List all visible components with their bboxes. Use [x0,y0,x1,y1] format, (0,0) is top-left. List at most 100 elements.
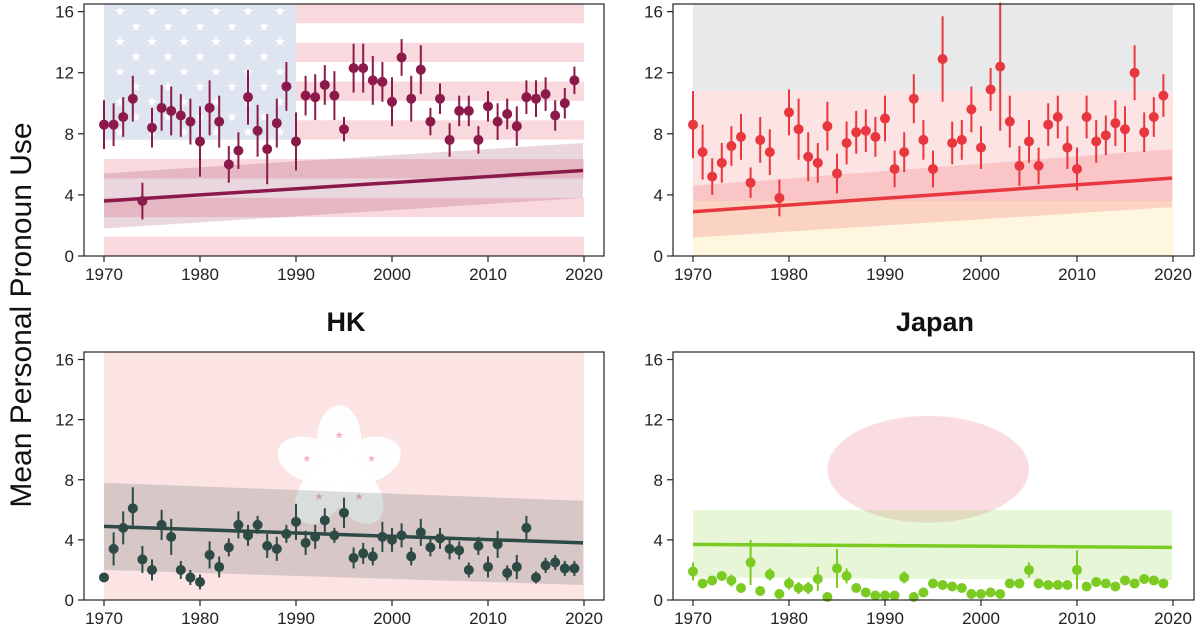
us-flag-star-icon [211,66,221,76]
data-point [377,76,388,87]
data-point [764,147,775,158]
data-point [444,134,455,145]
y-tick-label: 16 [644,351,663,370]
flag-upper-band [693,4,1173,92]
data-point [832,563,842,574]
trend-line [692,176,1173,214]
data-point [329,530,340,541]
data-point [531,572,541,583]
x-tick-label: 1980 [770,265,808,284]
data-point [707,171,718,182]
x-tick-label: 2010 [469,265,507,284]
data-point [252,519,263,530]
trend-line [103,524,584,545]
x-tick-label: 2010 [1058,609,1096,628]
data-point [928,163,938,174]
us-flag-stripe [104,217,584,237]
data-point [784,578,794,589]
data-point [1120,575,1130,586]
data-point [271,118,282,129]
bauhinia-star-icon [315,492,323,500]
data-point [726,575,737,586]
data-point [559,563,570,574]
data-point [1033,160,1044,171]
x-tick-label: 1970 [674,265,712,284]
data-point [1148,575,1159,586]
data-point [697,147,708,158]
data-point [755,134,766,145]
data-point [310,92,321,103]
us-flag-star-icon [163,81,173,91]
us-flag-star-icon [211,36,221,46]
data-point [1100,130,1111,141]
y-tick-label: 8 [65,471,74,490]
data-point [425,542,436,553]
data-point [793,582,804,593]
data-point [851,582,862,593]
data-point [899,572,910,583]
bauhinia-petal-icon [277,436,344,484]
x-tick-label: 1970 [85,609,123,628]
data-point [1062,142,1073,153]
data-point [147,564,157,575]
us-flag-star-icon [179,97,189,106]
data-point [956,134,967,145]
panel-hk: 0 4 8 12 16 1970 1980 1990 2000 2010 2020 [55,351,605,628]
data-point [243,530,253,541]
us-flag-star-icon [195,51,205,61]
y-tick-label: 12 [55,411,74,430]
us-flag-star-icon [227,21,237,31]
data-point [454,105,465,116]
trend-line [692,542,1173,550]
data-point [1158,578,1169,589]
data-point [492,539,503,550]
x-tick-label: 2010 [469,609,507,628]
data-point [966,104,977,115]
data-point [195,576,205,587]
data-point [502,567,513,578]
panel-title-japan: Japan [895,307,975,337]
data-point [415,527,426,538]
data-point [521,522,532,533]
y-tick-label: 16 [55,3,74,22]
x-tick-label: 1970 [85,265,123,284]
data-point [1072,163,1082,174]
data-point [175,110,186,121]
data-point [435,93,445,104]
data-point [118,522,129,533]
us-flag-star-icon [147,66,157,76]
data-point [1004,116,1015,127]
us-flag-star-icon [179,127,189,137]
data-point [99,119,109,130]
us-flag-star-icon [131,51,141,61]
data-point [108,119,119,130]
data-point [291,136,301,147]
y-tick-label: 16 [644,3,663,22]
data-point [233,519,244,530]
data-point [966,588,977,599]
data-point [764,569,775,580]
data-point [947,137,958,148]
data-point [185,116,196,127]
us-flag-star-icon [147,97,157,106]
data-point [841,570,852,581]
x-tick-label: 1980 [181,609,219,628]
data-point [214,561,225,572]
data-point [540,560,551,571]
data-point [1110,118,1121,129]
data-point [688,566,698,577]
us-flag-star-icon [115,127,125,137]
data-point [1158,90,1169,101]
us-flag-star-icon [243,127,253,137]
x-tick-label: 1990 [277,609,315,628]
data-point [1110,581,1121,592]
data-point [1052,112,1063,123]
y-tick-label: 0 [65,247,74,266]
data-point [569,75,580,86]
data-point [803,582,814,593]
data-point [300,537,311,548]
bauhinia-star-icon [335,431,343,439]
data-point [985,587,996,598]
x-tick-label: 1990 [866,265,904,284]
us-flag-star-icon [211,97,221,106]
